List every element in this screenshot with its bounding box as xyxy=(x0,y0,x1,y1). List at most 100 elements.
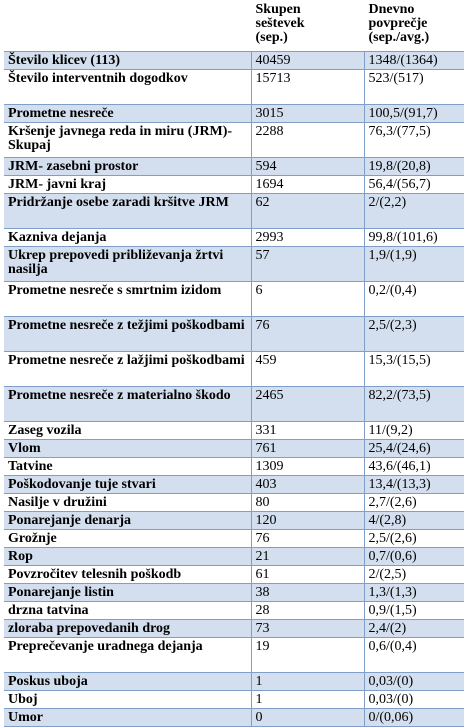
table-row: Število klicev (113) 40459 1348/(1364) xyxy=(4,51,464,70)
row-category-cell: Kazniva dejanja xyxy=(4,228,251,247)
row-total-cell: 331 xyxy=(250,421,364,440)
table-row: Preprečevanje uradnega dejanja 19 0,6/(0,4… xyxy=(4,637,464,673)
row-total-cell: 76 xyxy=(250,316,364,352)
row-category-cell: Uboj xyxy=(4,690,251,709)
table-row: JRM- javni kraj 1694 56,4/(56,7) xyxy=(4,175,464,194)
row-total-cell: 76 xyxy=(250,529,364,548)
table-row: Rop 21 0,7/(0,6) xyxy=(4,547,464,566)
row-category-cell: JRM- zasebni prostor xyxy=(4,157,251,176)
row-average-cell: 2,4/(2) xyxy=(363,619,464,638)
table-row: Prometne nesreče z lažjimi poškodbami 459… xyxy=(4,351,464,387)
row-average-cell: 99,8/(101,6) xyxy=(363,228,464,247)
row-category-cell: Ponarejanje listin xyxy=(4,583,251,602)
row-category-cell: JRM- javni kraj xyxy=(4,175,251,194)
row-total-cell: 1309 xyxy=(250,457,364,476)
row-average-cell: 56,4/(56,7) xyxy=(363,175,464,194)
table-row: Prometne nesreče z težjimi poškodbami 76 2… xyxy=(4,316,464,352)
row-category-cell: Zaseg vozila xyxy=(4,421,251,440)
row-average-cell: 0,2/(0,4) xyxy=(363,281,464,317)
table-row: Zaseg vozila 331 11/(9,2) xyxy=(4,421,464,440)
header-category xyxy=(4,2,251,52)
row-total-cell: 19 xyxy=(250,637,364,673)
row-category-cell: Povzročitev telesnih poškodb xyxy=(4,565,251,584)
row-average-cell: 2,7/(2,6) xyxy=(363,493,464,512)
table-row: zloraba prepovedanih drog 73 2,4/(2) xyxy=(4,619,464,638)
row-category-cell: Rop xyxy=(4,547,251,566)
table-row: Kršenje javnega reda in miru (JRM)- Skup… xyxy=(4,122,464,158)
row-average-cell: 13,4/(13,3) xyxy=(363,475,464,494)
row-category-cell: Prometne nesreče z težjimi poškodbami xyxy=(4,316,251,352)
row-total-cell: 403 xyxy=(250,475,364,494)
row-category-cell: Poškodovanje tuje stvari xyxy=(4,475,251,494)
row-category-cell: Prometne nesreče z materialno škodo xyxy=(4,386,251,422)
row-total-cell: 2993 xyxy=(250,228,364,247)
row-average-cell: 43,6/(46,1) xyxy=(363,457,464,476)
table-row: Prometne nesreče 3015 100,5/(91,7) xyxy=(4,104,464,123)
table-row: JRM- zasebni prostor 594 19,8/(20,8) xyxy=(4,157,464,176)
header-total-sum: Skupen seštevek (sep.) xyxy=(250,2,364,52)
row-average-cell: 0,6/(0,4) xyxy=(363,637,464,673)
row-total-cell: 2465 xyxy=(250,386,364,422)
header-row: Skupen seštevek (sep.) Dnevno povprečje (sep… xyxy=(4,2,464,52)
table-row: Poškodovanje tuje stvari 403 13,4/(13,3) xyxy=(4,475,464,494)
row-category-cell: Prometne nesreče xyxy=(4,104,251,123)
row-average-cell: 0,03/(0) xyxy=(363,672,464,691)
row-total-cell: 594 xyxy=(250,157,364,176)
row-total-cell: 21 xyxy=(250,547,364,566)
row-average-cell: 1,3/(1,3) xyxy=(363,583,464,602)
row-total-cell: 1 xyxy=(250,690,364,709)
row-average-cell: 15,3/(15,5) xyxy=(363,351,464,387)
table-row: Tatvine 1309 43,6/(46,1) xyxy=(4,457,464,476)
table-row: Število interventnih dogodkov 15713 523/(5… xyxy=(4,69,464,105)
row-average-cell: 2,5/(2,6) xyxy=(363,529,464,548)
row-total-cell: 57 xyxy=(250,246,364,282)
statistics-table-container: Skupen seštevek (sep.) Dnevno povprečje (sep… xyxy=(4,2,464,727)
row-total-cell: 80 xyxy=(250,493,364,512)
row-average-cell: 19,8/(20,8) xyxy=(363,157,464,176)
table-header: Skupen seštevek (sep.) Dnevno povprečje (sep… xyxy=(4,2,464,52)
row-average-cell: 2/(2,5) xyxy=(363,565,464,584)
row-total-cell: 28 xyxy=(250,601,364,620)
row-average-cell: 1348/(1364) xyxy=(363,51,464,70)
row-category-cell: Ukrep prepovedi približevanja žrtvi nasi… xyxy=(4,246,251,282)
table-row: Ponarejanje denarja 120 4/(2,8) xyxy=(4,511,464,530)
row-total-cell: 38 xyxy=(250,583,364,602)
row-average-cell: 100,5/(91,7) xyxy=(363,104,464,123)
row-category-cell: Prometne nesreče s smrtnim izidom xyxy=(4,281,251,317)
row-category-cell: Vlom xyxy=(4,439,251,458)
row-total-cell: 2288 xyxy=(250,122,364,158)
table-row: Pridržanje osebe zaradi kršitve JRM 62 2/(… xyxy=(4,193,464,229)
row-average-cell: 0,03/(0) xyxy=(363,690,464,709)
row-average-cell: 0,9/(1,5) xyxy=(363,601,464,620)
row-category-cell: Kršenje javnega reda in miru (JRM)- Skup… xyxy=(4,122,251,158)
table-row: drzna tatvina 28 0,9/(1,5) xyxy=(4,601,464,620)
row-total-cell: 61 xyxy=(250,565,364,584)
row-average-cell: 76,3/(77,5) xyxy=(363,122,464,158)
table-row: Kazniva dejanja 2993 99,8/(101,6) xyxy=(4,228,464,247)
row-total-cell: 120 xyxy=(250,511,364,530)
row-category-cell: Pridržanje osebe zaradi kršitve JRM xyxy=(4,193,251,229)
row-category-cell: drzna tatvina xyxy=(4,601,251,620)
row-total-cell: 1694 xyxy=(250,175,364,194)
row-category-cell: Poskus uboja xyxy=(4,672,251,691)
row-average-cell: 25,4/(24,6) xyxy=(363,439,464,458)
row-total-cell: 40459 xyxy=(250,51,364,70)
table-row: Povzročitev telesnih poškodb 61 2/(2,5) xyxy=(4,565,464,584)
row-average-cell: 2/(2,2) xyxy=(363,193,464,229)
row-category-cell: Število klicev (113) xyxy=(4,51,251,70)
row-total-cell: 3015 xyxy=(250,104,364,123)
row-total-cell: 459 xyxy=(250,351,364,387)
row-category-cell: Ponarejanje denarja xyxy=(4,511,251,530)
table-body: Število klicev (113) 40459 1348/(1364) Štev… xyxy=(4,51,464,727)
row-total-cell: 761 xyxy=(250,439,364,458)
row-average-cell: 1,9/(1,9) xyxy=(363,246,464,282)
row-average-cell: 0,7/(0,6) xyxy=(363,547,464,566)
row-category-cell: Grožnje xyxy=(4,529,251,548)
header-daily-average: Dnevno povprečje (sep./avg.) xyxy=(363,2,464,52)
row-total-cell: 73 xyxy=(250,619,364,638)
row-category-cell: Število interventnih dogodkov xyxy=(4,69,251,105)
row-category-cell: zloraba prepovedanih drog xyxy=(4,619,251,638)
header-daily-average-label: Dnevno povprečje (sep./avg.) xyxy=(368,2,430,45)
header-total-sum-label: Skupen seštevek (sep.) xyxy=(255,2,305,45)
row-total-cell: 1 xyxy=(250,672,364,691)
